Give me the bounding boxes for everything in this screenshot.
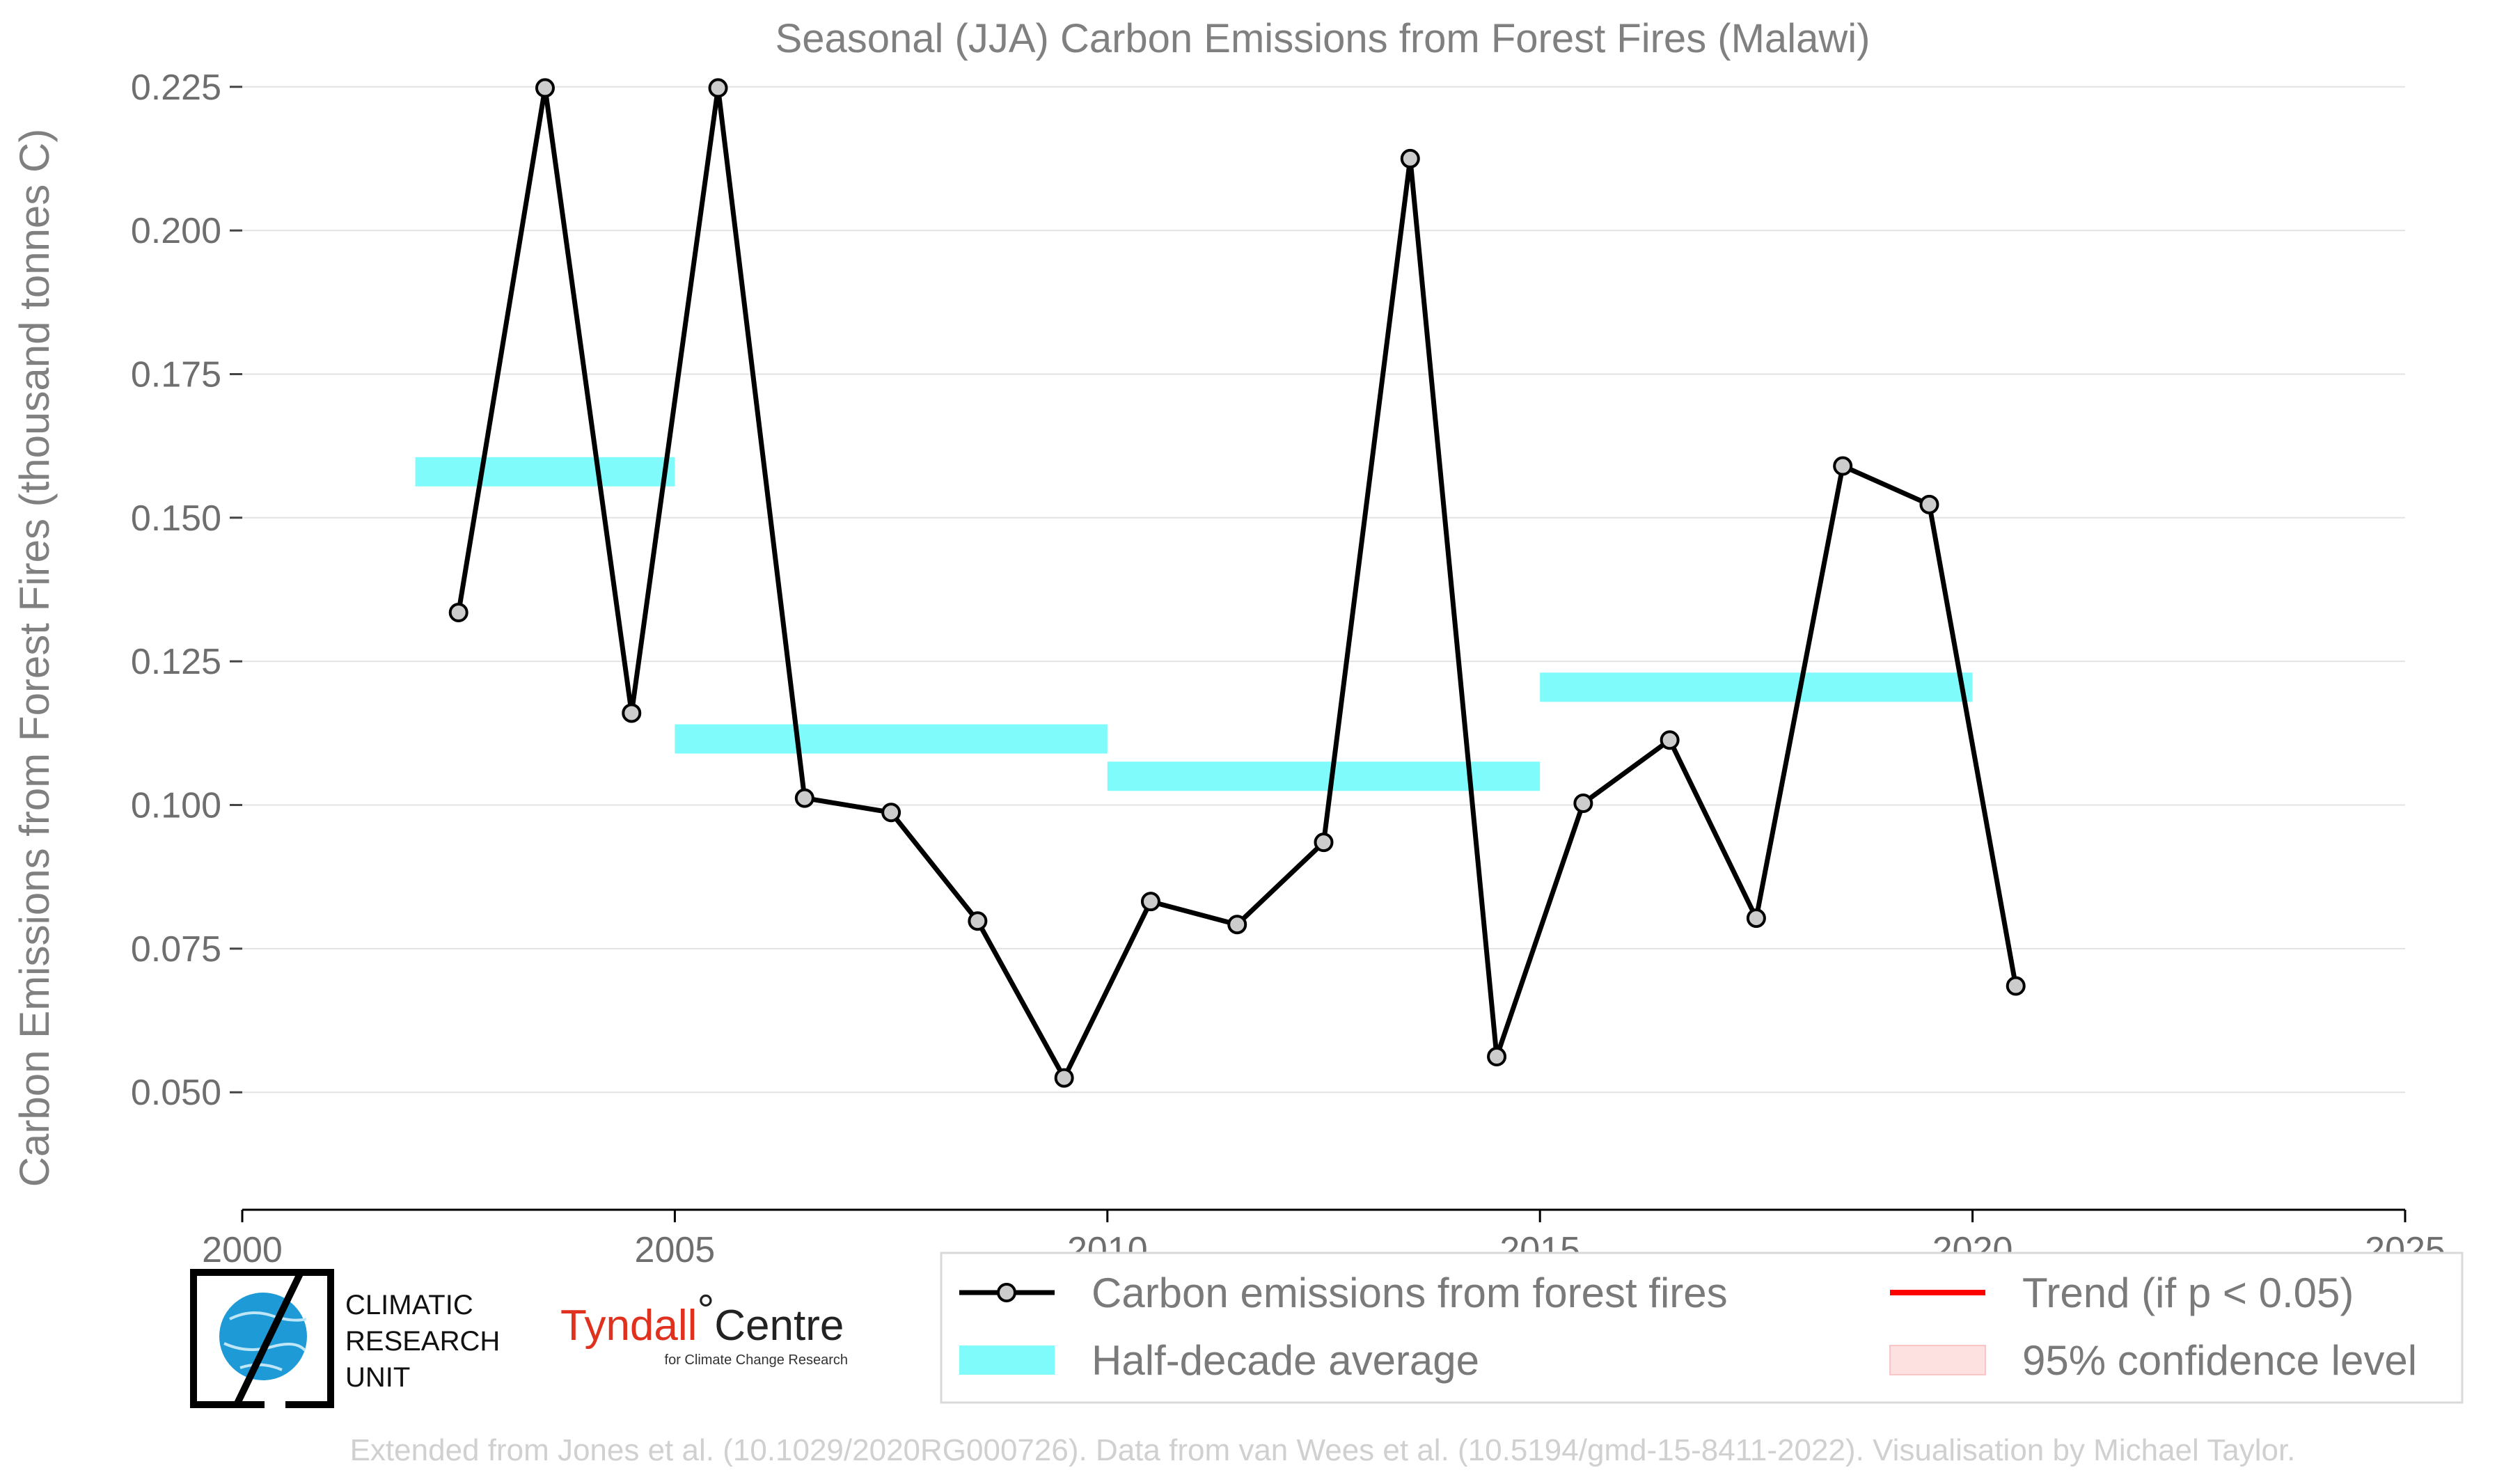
data-point	[1054, 1068, 1074, 1088]
data-point	[1140, 892, 1160, 912]
cru-logo: CLIMATIC RESEARCH UNIT	[190, 1269, 500, 1408]
legend-entry-half-decade: Half-decade average	[959, 1337, 1479, 1384]
y-tick-label: 0.150	[131, 498, 221, 539]
cru-logo-line-2: RESEARCH	[345, 1326, 500, 1357]
legend-entry-confidence: 95% confidence level	[1889, 1337, 2417, 1384]
x-tick-label: 2000	[202, 1230, 283, 1270]
globe-icon	[219, 1293, 307, 1380]
data-point	[968, 911, 988, 931]
tyndall-logo-name: Tyndall°Centre	[560, 1286, 844, 1350]
legend-entry-emissions: Carbon emissions from forest fires	[959, 1270, 1728, 1316]
data-point	[1746, 908, 1766, 929]
legend-label-emissions: Carbon emissions from forest fires	[1092, 1270, 1728, 1316]
data-point	[622, 703, 642, 723]
legend-label-confidence: 95% confidence level	[2022, 1337, 2417, 1384]
legend-label-trend: Trend (if p < 0.05)	[2022, 1270, 2354, 1316]
legend-entry-trend: Trend (if p < 0.05)	[1890, 1270, 2354, 1316]
emissions-series	[448, 78, 2026, 1088]
cru-logo-line-1: CLIMATIC	[345, 1290, 473, 1320]
y-tick-label: 0.100	[131, 786, 221, 826]
data-point	[1833, 456, 1853, 476]
x-tick-label: 2005	[635, 1230, 716, 1270]
y-tick-label: 0.050	[131, 1073, 221, 1113]
y-tick-label: 0.200	[131, 211, 221, 251]
data-point	[535, 78, 555, 98]
data-point	[1573, 794, 1593, 814]
footer-credit: Extended from Jones et al. (10.1029/2020…	[350, 1433, 2296, 1467]
y-axis-ticks: 0.050 0.075 0.100 0.125 0.150 0.175 0.200 0.225	[131, 68, 242, 1113]
data-point	[2006, 976, 2026, 996]
y-tick-label: 0.125	[131, 642, 221, 682]
data-point	[794, 788, 814, 808]
legend-label-half-decade: Half-decade average	[1092, 1337, 1479, 1384]
legend-box	[940, 1252, 2464, 1404]
half-decade-bar	[675, 724, 1108, 754]
data-point	[1400, 148, 1420, 168]
half-decade-bar	[415, 457, 675, 487]
y-axis-label: Carbon Emissions from Forest Fires (thou…	[11, 129, 58, 1187]
data-point	[1227, 915, 1247, 935]
cru-logo-line-3: UNIT	[345, 1362, 410, 1393]
tyndall-logo: Tyndall°Centre for Climate Change Resear…	[560, 1286, 848, 1368]
half-decade-bar	[1540, 672, 1973, 702]
chart-title: Seasonal (JJA) Carbon Emissions from For…	[775, 16, 1870, 61]
data-point	[881, 803, 901, 823]
tyndall-logo-subtitle: for Climate Change Research	[665, 1352, 848, 1368]
data-point	[1660, 730, 1680, 750]
legend: Carbon emissions from forest fires Trend…	[940, 1252, 2464, 1404]
half-decade-bar	[1107, 761, 1541, 791]
data-point	[1314, 832, 1334, 853]
y-tick-label: 0.225	[131, 68, 221, 108]
data-point	[1487, 1047, 1507, 1067]
half-decade-bands	[415, 457, 1973, 791]
y-tick-label: 0.175	[131, 354, 221, 395]
data-point	[708, 78, 728, 98]
data-point	[448, 603, 468, 622]
y-tick-label: 0.075	[131, 929, 221, 970]
data-point	[1919, 494, 1939, 514]
